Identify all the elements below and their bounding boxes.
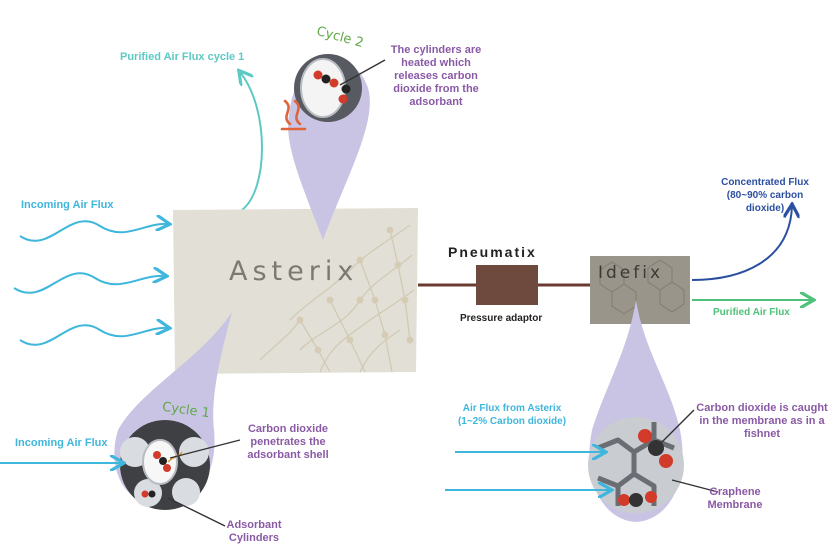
from-asterix-label: Air Flux from Asterix (1~2% Carbon dioxi… [457, 403, 567, 427]
cycle2-zoom [280, 54, 386, 241]
asterix-label: Asterix [229, 256, 359, 287]
graphene-note: Graphene Membrane [707, 486, 763, 511]
heated-note: The cylinders are heated which releases … [390, 44, 482, 108]
purified-label: Purified Air Flux [713, 307, 790, 318]
penetrates-note: Carbon dioxide penetrates the adsorbant … [247, 423, 329, 461]
purified-cycle1-label: Purified Air Flux cycle 1 [120, 51, 245, 63]
caught-note: Carbon dioxide is caught in the membrane… [696, 402, 828, 440]
pressure-adaptor-label: Pressure adaptor [460, 313, 543, 324]
idefix-unit [590, 256, 690, 324]
concentrated-label: Concentrated Flux (80~90% carbon dioxide… [721, 177, 809, 214]
purified-cycle1-arrow [240, 72, 263, 211]
cycle1-zoom [114, 312, 241, 527]
cylinders-note: Adsorbant Cylinders [226, 519, 282, 544]
idefix-label: Idefix [598, 263, 664, 283]
pneumatix-line [418, 265, 590, 305]
incoming-air-waves [13, 221, 168, 346]
pneumatix-label: Pneumatix [448, 244, 537, 260]
concentrated-arrow [691, 206, 792, 281]
incoming-air-label: Incoming Air Flux [21, 199, 114, 211]
heat-icon [280, 99, 307, 131]
asterix-unit [173, 208, 418, 374]
incoming-zoom-label: Incoming Air Flux [15, 437, 108, 449]
